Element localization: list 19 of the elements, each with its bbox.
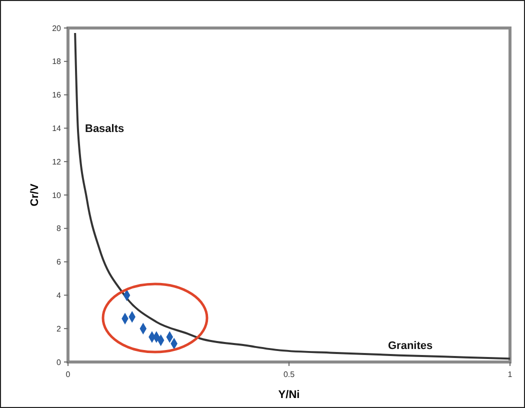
x-tick-label: 0.5: [283, 370, 296, 379]
y-axis-title: Cr/V: [29, 183, 41, 206]
y-tick-label: 10: [52, 190, 62, 200]
y-tick-label: 18: [52, 57, 62, 66]
y-tick-label: 0: [56, 358, 62, 367]
y-tick-label: 16: [52, 90, 62, 100]
y-tick-label: 14: [52, 124, 62, 133]
annotation: Basalts: [85, 122, 124, 135]
y-tick-label: 6: [56, 258, 62, 267]
y-tick-label: 20: [52, 24, 62, 33]
y-tick-label: 12: [52, 157, 62, 166]
x-tick-label: 0: [66, 370, 71, 379]
y-tick-label: 8: [56, 224, 62, 234]
y-tick-label: 4: [56, 291, 62, 300]
line-series: [74, 32, 511, 360]
y-tick-label: 2: [56, 324, 62, 334]
x-tick-label: 1: [508, 370, 513, 379]
annotation: Granites: [388, 340, 433, 352]
x-axis-title: Y/Ni: [278, 389, 300, 401]
